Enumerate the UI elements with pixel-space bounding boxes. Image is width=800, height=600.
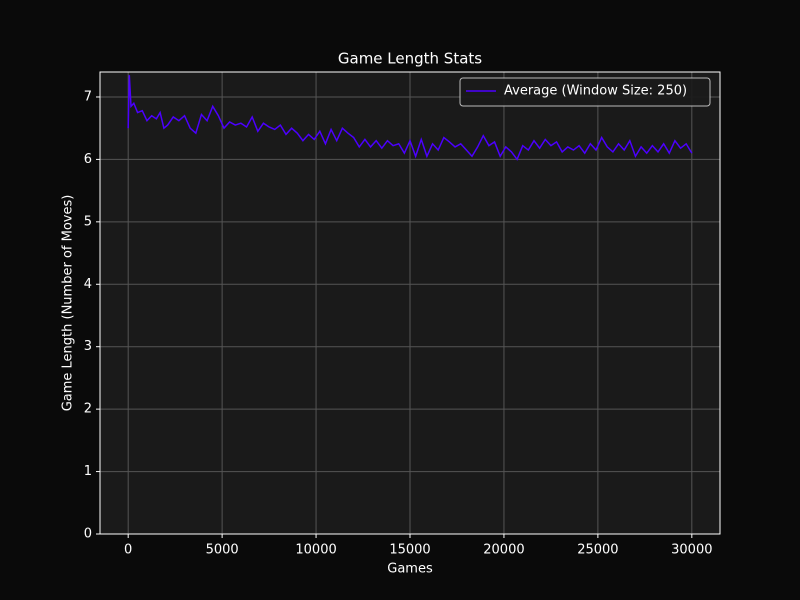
y-tick-label: 0 (84, 527, 92, 542)
x-tick-label: 30000 (671, 543, 712, 558)
y-tick-label: 5 (84, 214, 92, 229)
legend-box (459, 77, 711, 107)
x-tick-label: 10000 (295, 543, 336, 558)
y-tick-label: 3 (84, 339, 92, 354)
x-tick-label: 25000 (577, 543, 618, 558)
y-tick-label: 7 (84, 89, 92, 104)
x-tick-label: 20000 (483, 543, 524, 558)
y-tick-label: 1 (84, 464, 92, 479)
legend-label: Average (Window Size: 250) (504, 84, 687, 99)
x-tick-label: 15000 (389, 543, 430, 558)
y-tick-label: 6 (84, 152, 92, 167)
chart-title: Game Length Stats (338, 50, 482, 68)
y-axis-label: Game Length (Number of Moves) (61, 195, 76, 412)
y-tick-label: 2 (84, 402, 92, 417)
y-tick-label: 4 (84, 277, 92, 292)
x-tick-label: 5000 (206, 543, 239, 558)
x-axis-label: Games (387, 562, 433, 577)
x-tick-label: 0 (124, 543, 132, 558)
axes-frame (99, 71, 721, 535)
data-line (127, 75, 693, 161)
